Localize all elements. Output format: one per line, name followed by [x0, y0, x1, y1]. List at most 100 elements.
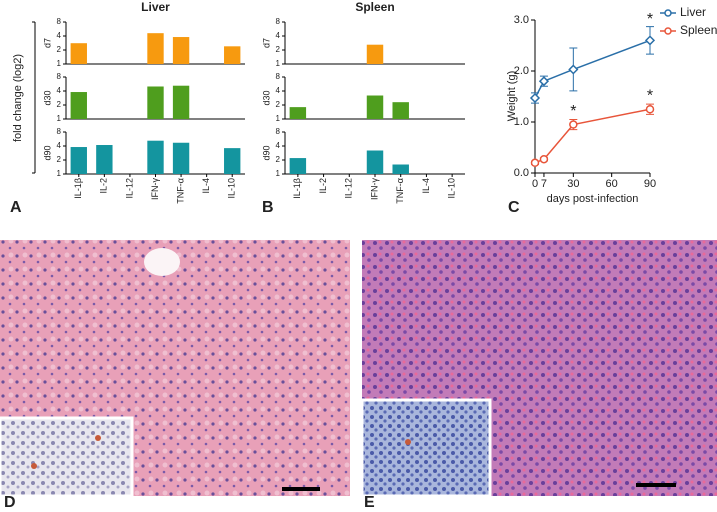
facet-label: d90: [261, 145, 271, 160]
panel-label: C: [508, 199, 520, 216]
stain-spot: [405, 439, 411, 445]
bar: [392, 102, 409, 119]
y-tick-label: 8: [57, 17, 62, 26]
y-tick-label: 1: [57, 169, 62, 178]
bar: [172, 85, 190, 119]
x-tick-label: 0: [532, 178, 538, 190]
legend-label: Liver: [680, 5, 706, 19]
facet-label: d90: [42, 145, 52, 160]
bar: [70, 147, 87, 174]
y-tick-label: 4: [276, 86, 281, 95]
x-tick-label: TNF-α: [175, 178, 185, 204]
spleen-inset: [360, 398, 492, 498]
y-axis-title: fold change (log2): [12, 54, 24, 142]
scale-bar: [282, 487, 320, 491]
panel-label: E: [364, 494, 375, 511]
y-tick-label: 2: [57, 100, 62, 109]
x-tick-label: 7: [541, 178, 547, 190]
line: [534, 108, 651, 164]
y-tick-label: 2: [57, 155, 62, 164]
bar: [147, 33, 164, 64]
x-axis-title: days post-infection: [547, 193, 639, 205]
scale-bar: [636, 483, 676, 487]
x-tick-label: IL-10: [227, 178, 237, 199]
x-tick-label: IL-12: [344, 178, 354, 199]
x-tick-label: IL-2: [99, 178, 109, 194]
panel-label: D: [4, 494, 16, 511]
stain-spot: [31, 463, 37, 469]
bar: [96, 145, 113, 174]
marker: [568, 64, 579, 75]
line: [534, 39, 651, 99]
legend-marker: [664, 9, 672, 17]
y-tick-label: 1: [276, 59, 281, 68]
y-tick-label: 2: [276, 100, 281, 109]
bar: [366, 44, 384, 64]
marker: [539, 154, 549, 164]
bar: [224, 46, 241, 64]
x-tick-label: IFN-γ: [150, 178, 160, 200]
marker: [529, 92, 541, 104]
panel-label: B: [262, 199, 274, 216]
x-tick-label: IL-12: [124, 178, 134, 199]
stain-spot: [95, 435, 101, 441]
marker: [644, 35, 656, 46]
y-axis-title: Weight (g): [506, 71, 518, 122]
marker: [645, 105, 655, 114]
bar: [147, 140, 164, 174]
bar: [172, 37, 190, 64]
facet-label: d7: [42, 38, 52, 48]
x-tick-label: IL-4: [201, 178, 211, 194]
y-tick-label: 8: [276, 72, 281, 81]
facet-label: d30: [42, 90, 52, 105]
x-tick-label: IL-1β: [73, 178, 83, 199]
bar: [70, 43, 87, 64]
y-tick-label: 2: [276, 155, 281, 164]
facet-label: d7: [261, 38, 271, 48]
y-tick-label: 4: [57, 86, 62, 95]
x-tick-label: 60: [606, 178, 618, 190]
y-tick-label: 8: [276, 127, 281, 136]
x-tick-label: IFN-γ: [369, 178, 379, 200]
y-tick-label: 8: [276, 17, 281, 26]
y-tick-label: 1: [276, 114, 281, 123]
y-tick-label: 0.0: [514, 167, 529, 179]
bar: [366, 95, 384, 119]
y-tick-label: 8: [57, 127, 62, 136]
x-tick-label: 90: [644, 178, 656, 190]
marker: [530, 158, 540, 168]
vessel: [144, 248, 180, 276]
x-tick-label: IL-2: [318, 178, 328, 194]
annotation: *: [647, 88, 653, 105]
y-tick-label: 8: [57, 72, 62, 81]
x-tick-label: 30: [567, 178, 579, 190]
x-tick-label: IL-4: [421, 178, 431, 194]
x-tick-label: TNF-α: [395, 178, 405, 204]
bar: [70, 92, 87, 119]
x-tick-label: IL-10: [447, 178, 457, 199]
y-tick-label: 1: [57, 59, 62, 68]
y-tick-label: 4: [276, 141, 281, 150]
bar: [392, 164, 409, 174]
legend-marker: [664, 27, 672, 35]
panel-label: A: [10, 199, 22, 216]
y-tick-label: 2.0: [514, 65, 529, 77]
x-tick-label: IL-1β: [292, 178, 302, 199]
facet-label: d30: [261, 90, 271, 105]
y-tick-label: 4: [276, 31, 281, 40]
bar: [224, 148, 241, 174]
y-tick-label: 4: [57, 31, 62, 40]
annotation: *: [570, 103, 576, 120]
legend-label: Spleen: [680, 23, 717, 37]
bar: [366, 150, 384, 174]
y-tick-label: 2: [57, 45, 62, 54]
bar: [172, 142, 190, 174]
bar: [289, 158, 307, 174]
marker: [538, 76, 550, 87]
chart-title: Liver: [141, 0, 170, 14]
liver-inset: [0, 416, 134, 498]
bar: [147, 86, 164, 119]
y-tick-label: 4: [57, 141, 62, 150]
y-tick-label: 1: [276, 169, 281, 178]
